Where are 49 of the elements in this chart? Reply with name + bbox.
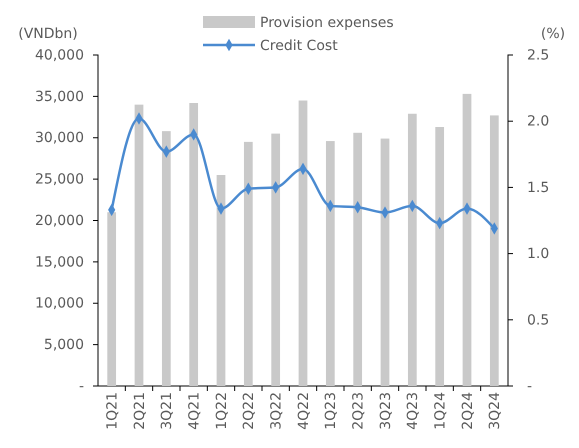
bar (408, 114, 417, 386)
bar (326, 141, 335, 386)
x-tick-label: 1Q21 (104, 392, 121, 430)
x-tick-label: 2Q22 (241, 392, 258, 430)
bar (134, 104, 144, 386)
x-tick-label: 4Q23 (405, 392, 422, 430)
y2-tick-label: - (527, 378, 532, 394)
y2-axis-title: (%) (540, 26, 566, 42)
bar (107, 212, 116, 386)
bar (380, 138, 390, 386)
x-tick-label: 2Q23 (350, 392, 367, 430)
x-tick-label: 4Q21 (186, 392, 203, 430)
x-tick-label: 2Q24 (460, 392, 476, 430)
x-tick-label: 1Q22 (214, 392, 230, 430)
legend-label: Credit Cost (260, 38, 338, 54)
y-tick-label: 30,000 (35, 130, 84, 146)
bar (298, 100, 308, 386)
y-tick-label: 10,000 (35, 296, 84, 312)
y-tick-label: 40,000 (35, 47, 84, 64)
x-tick-label: 3Q21 (159, 392, 176, 430)
y-tick-label: 5,000 (44, 337, 84, 354)
bar (462, 94, 472, 386)
y-tick-label: 25,000 (35, 172, 84, 188)
bar (162, 131, 171, 386)
bar (244, 142, 253, 386)
bar (189, 102, 198, 386)
y-tick-label: 15,000 (35, 254, 84, 270)
y-axis-title: (VNDbn) (18, 26, 78, 42)
y2-tick-label: 2.0 (527, 114, 550, 130)
y2-tick-label: 1.0 (527, 246, 550, 262)
bar (490, 115, 499, 386)
legend-label: Provision expenses (260, 15, 394, 31)
bar (271, 134, 280, 386)
x-tick-label: 4Q22 (296, 392, 312, 430)
y2-tick-label: 2.5 (527, 47, 550, 64)
y2-tick-label: 0.5 (527, 312, 550, 328)
bar (435, 126, 444, 386)
x-tick-label: 3Q23 (378, 392, 394, 430)
x-tick-label: 3Q22 (268, 392, 285, 430)
y-tick-label: 35,000 (35, 88, 84, 105)
x-tick-label: 2Q21 (132, 392, 148, 430)
x-tick-label: 1Q23 (323, 392, 340, 430)
bar (353, 132, 362, 386)
bar (216, 174, 226, 386)
y-tick-label: - (78, 378, 84, 394)
x-tick-label: 1Q24 (432, 392, 449, 430)
x-tick-label: 3Q24 (487, 392, 504, 430)
y-tick-label: 20,000 (35, 212, 84, 229)
y2-tick-label: 1.5 (527, 180, 550, 196)
